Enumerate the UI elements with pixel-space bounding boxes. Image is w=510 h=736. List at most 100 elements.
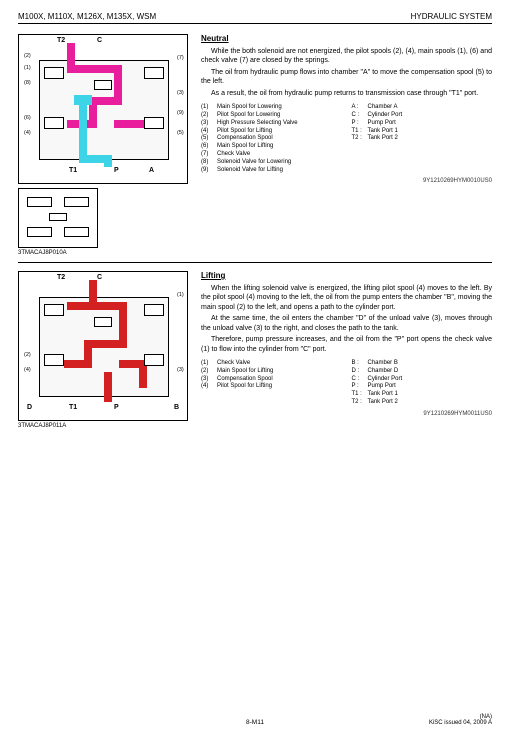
legend-num: (2): [201, 112, 217, 120]
neutral-caption: 3TMACAJ8P010A: [18, 250, 193, 256]
legend-label: Pump Port: [368, 383, 493, 391]
neutral-schematic: [18, 188, 98, 248]
neutral-diagram: T2 C T1 P A (1) (2) (3) (4) (5) (6) (7) …: [18, 34, 188, 184]
port-t2: T2: [57, 274, 65, 281]
lifting-diagram: T2 C T1 P D B (1) (2) (3) (4): [18, 271, 188, 421]
port-t2: T2: [57, 37, 65, 44]
port-a: A: [149, 167, 154, 174]
lifting-section: T2 C T1 P D B (1) (2) (3) (4) 3TMACAJ8P0…: [18, 271, 492, 435]
port-t1: T1: [69, 404, 77, 411]
legend-row: C :Cylinder Port: [352, 376, 493, 384]
legend-label: Tank Port 2: [368, 399, 493, 407]
legend-label: Main Spool for Lowering: [217, 104, 342, 112]
port-c: C: [97, 274, 102, 281]
callout: (6): [24, 115, 31, 121]
legend-row: (8)Solenoid Valve for Lowering: [201, 159, 342, 167]
legend-label: Tank Port 1: [368, 128, 493, 136]
lifting-legend: (1)Check Valve(2)Main Spool for Lifting(…: [201, 360, 492, 407]
legend-label: High Pressure Selecting Valve: [217, 120, 342, 128]
para: While the both solenoid are not energize…: [201, 47, 492, 66]
legend-row: T2 :Tank Port 2: [352, 135, 493, 143]
legend-row: (4)Pilot Spool for Lifting: [201, 128, 342, 136]
lifting-diagram-col: T2 C T1 P D B (1) (2) (3) (4) 3TMACAJ8P0…: [18, 271, 193, 429]
legend-num: P :: [352, 383, 368, 391]
legend-num: T1 :: [352, 391, 368, 399]
legend-row: T2 :Tank Port 2: [352, 399, 493, 407]
legend-label: Cylinder Port: [368, 376, 493, 384]
legend-label: Check Valve: [217, 151, 342, 159]
legend-row: C :Cylinder Port: [352, 112, 493, 120]
legend-num: D :: [352, 368, 368, 376]
legend-label: Chamber A: [368, 104, 493, 112]
legend-num: C :: [352, 112, 368, 120]
legend-right: A :Chamber AC :Cylinder PortP :Pump Port…: [352, 104, 493, 174]
footer-issued: KiSC issued 04, 2009 A: [429, 720, 492, 726]
legend-label: Check Valve: [217, 360, 342, 368]
port-b: B: [174, 404, 179, 411]
legend-num: (2): [201, 368, 217, 376]
footer-right: (NA) KiSC issued 04, 2009 A: [429, 714, 492, 726]
para: As a result, the oil from hydraulic pump…: [201, 89, 492, 98]
legend-num: (5): [201, 135, 217, 143]
neutral-section: T2 C T1 P A (1) (2) (3) (4) (5) (6) (7) …: [18, 34, 492, 263]
legend-num: (7): [201, 151, 217, 159]
legend-label: Solenoid Valve for Lowering: [217, 159, 342, 167]
legend-label: Tank Port 2: [368, 135, 493, 143]
para: When the lifting solenoid valve is energ…: [201, 284, 492, 312]
port-p: P: [114, 167, 119, 174]
page-header: M100X, M110X, M126X, M135X, WSM HYDRAULI…: [18, 12, 492, 24]
lifting-title: Lifting: [201, 271, 492, 280]
para: At the same time, the oil enters the cha…: [201, 314, 492, 333]
callout: (3): [177, 367, 184, 373]
header-models: M100X, M110X, M126X, M135X, WSM: [18, 12, 156, 21]
legend-num: T2 :: [352, 135, 368, 143]
legend-label: Pilot Spool for Lifting: [217, 383, 342, 391]
legend-label: Chamber B: [368, 360, 493, 368]
legend-num: B :: [352, 360, 368, 368]
callout: (2): [24, 352, 31, 358]
legend-num: (6): [201, 143, 217, 151]
legend-row: P :Pump Port: [352, 120, 493, 128]
legend-num: P :: [352, 120, 368, 128]
legend-row: T1 :Tank Port 1: [352, 391, 493, 399]
legend-right: B :Chamber BD :Chamber DC :Cylinder Port…: [352, 360, 493, 407]
doc-id: 9Y1210269HYM0010US0: [201, 178, 492, 184]
port-p: P: [114, 404, 119, 411]
port-c: C: [97, 37, 102, 44]
legend-num: (1): [201, 360, 217, 368]
callout: (4): [24, 367, 31, 373]
legend-label: Main Spool for Lifting: [217, 143, 342, 151]
lifting-caption: 3TMACAJ8P011A: [18, 423, 193, 429]
callout: (7): [177, 55, 184, 61]
callout: (3): [177, 90, 184, 96]
legend-row: (7)Check Valve: [201, 151, 342, 159]
legend-num: (4): [201, 383, 217, 391]
legend-left: (1)Main Spool for Lowering(2)Pilot Spool…: [201, 104, 342, 174]
legend-row: (3)High Pressure Selecting Valve: [201, 120, 342, 128]
legend-num: (1): [201, 104, 217, 112]
callout: (1): [24, 65, 31, 71]
legend-row: T1 :Tank Port 1: [352, 128, 493, 136]
legend-num: T1 :: [352, 128, 368, 136]
legend-label: Pilot Spool for Lowering: [217, 112, 342, 120]
legend-label: Solenoid Valve for Lifting: [217, 167, 342, 175]
legend-num: (9): [201, 167, 217, 175]
para: Therefore, pump pressure increases, and …: [201, 335, 492, 354]
legend-label: Compensation Spool: [217, 376, 342, 384]
legend-left: (1)Check Valve(2)Main Spool for Lifting(…: [201, 360, 342, 407]
para: The oil from hydraulic pump flows into c…: [201, 68, 492, 87]
legend-label: Compensation Spool: [217, 135, 342, 143]
port-t1: T1: [69, 167, 77, 174]
legend-label: Cylinder Port: [368, 112, 493, 120]
callout: (9): [177, 110, 184, 116]
port-d: D: [27, 404, 32, 411]
legend-num: A :: [352, 104, 368, 112]
callout: (5): [177, 130, 184, 136]
legend-row: (9)Solenoid Valve for Lifting: [201, 167, 342, 175]
header-system: HYDRAULIC SYSTEM: [411, 12, 492, 21]
legend-row: (2)Main Spool for Lifting: [201, 368, 342, 376]
legend-num: C :: [352, 376, 368, 384]
neutral-text: Neutral While the both solenoid are not …: [193, 34, 492, 256]
legend-num: T2 :: [352, 399, 368, 407]
legend-num: (3): [201, 376, 217, 384]
